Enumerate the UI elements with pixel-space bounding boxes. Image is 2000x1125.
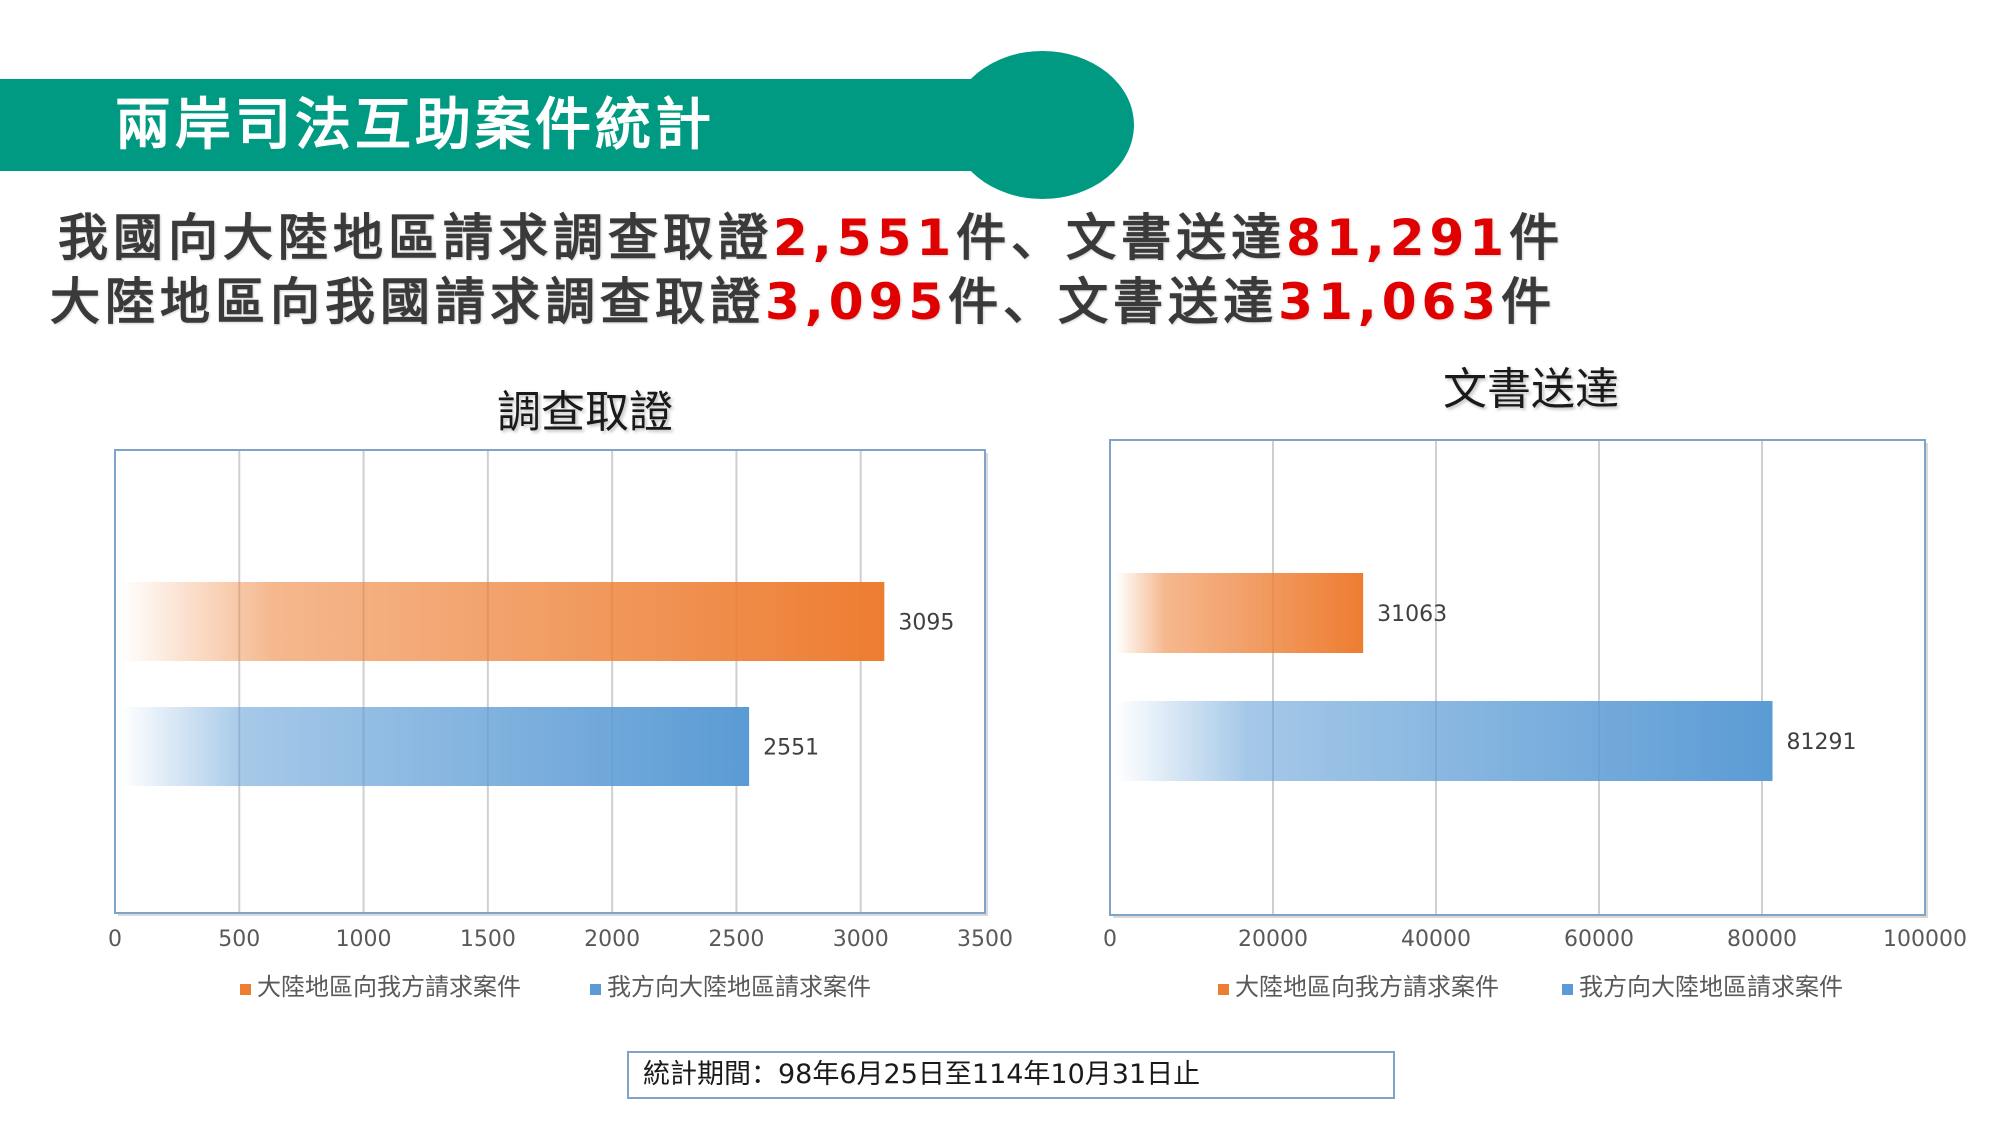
chart-title-evidence: 調查取證: [497, 387, 673, 438]
x-tick-label: 20000: [1238, 927, 1308, 952]
legend-label: 我方向大陸地區請求案件: [1579, 973, 1843, 1001]
x-tick-label: 1000: [336, 927, 392, 952]
data-label: 3095: [898, 611, 954, 636]
x-tick-label: 100000: [1883, 927, 1967, 952]
legend-swatch: [1218, 984, 1229, 995]
plot-area: [114, 449, 986, 914]
x-tick-label: 3500: [957, 927, 1013, 952]
bar-blue: [1116, 701, 1773, 781]
legend-swatch: [1562, 984, 1573, 995]
summary-text: 件、文書送達: [948, 273, 1279, 331]
legend-label: 大陸地區向我方請求案件: [257, 973, 521, 1001]
statistics-period: 統計期間：98年6月25日至114年10月31日止: [643, 1059, 1201, 1090]
bar-orange: [1116, 573, 1364, 653]
title-banner: [0, 79, 1000, 171]
plot-area: [1109, 439, 1926, 916]
chart-title-documents: 文書送達: [1443, 364, 1619, 415]
x-tick-label: 3000: [833, 927, 889, 952]
data-label: 31063: [1377, 602, 1447, 627]
x-tick-label: 2000: [584, 927, 640, 952]
page-title: 兩岸司法互助案件統計: [115, 93, 715, 158]
summary-number: 3,095: [765, 273, 949, 331]
x-tick-label: 1500: [460, 927, 516, 952]
summary-text: 件: [1509, 209, 1565, 267]
bar-orange: [121, 582, 885, 661]
x-tick-label: 0: [108, 927, 122, 952]
statistics-period-box: 統計期間：98年6月25日至114年10月31日止: [627, 1051, 1395, 1099]
summary-line-incoming: 大陸地區向我國請求調查取證3,095件、文書送達31,063件: [50, 270, 1556, 334]
x-tick-label: 0: [1103, 927, 1117, 952]
legend-label: 我方向大陸地區請求案件: [607, 973, 871, 1001]
data-label: 81291: [1787, 730, 1857, 755]
summary-text: 大陸地區向我國請求調查取證: [50, 273, 765, 331]
summary-text: 我國向大陸地區請求調查取證: [58, 209, 773, 267]
x-tick-label: 60000: [1564, 927, 1634, 952]
x-tick-label: 40000: [1401, 927, 1471, 952]
x-tick-label: 2500: [708, 927, 764, 952]
x-tick-label: 500: [218, 927, 260, 952]
x-tick-label: 80000: [1727, 927, 1797, 952]
legend-swatch: [240, 984, 251, 995]
summary-text: 件: [1501, 273, 1557, 331]
summary-number: 81,291: [1286, 209, 1510, 267]
data-label: 2551: [763, 736, 819, 761]
summary-text: 件、文書送達: [956, 209, 1287, 267]
legend-label: 大陸地區向我方請求案件: [1235, 973, 1499, 1001]
summary-number: 2,551: [773, 209, 957, 267]
summary-line-outgoing: 我國向大陸地區請求調查取證2,551件、文書送達81,291件: [58, 206, 1564, 270]
summary-number: 31,063: [1278, 273, 1502, 331]
legend-swatch: [590, 984, 601, 995]
bar-blue: [121, 707, 750, 786]
